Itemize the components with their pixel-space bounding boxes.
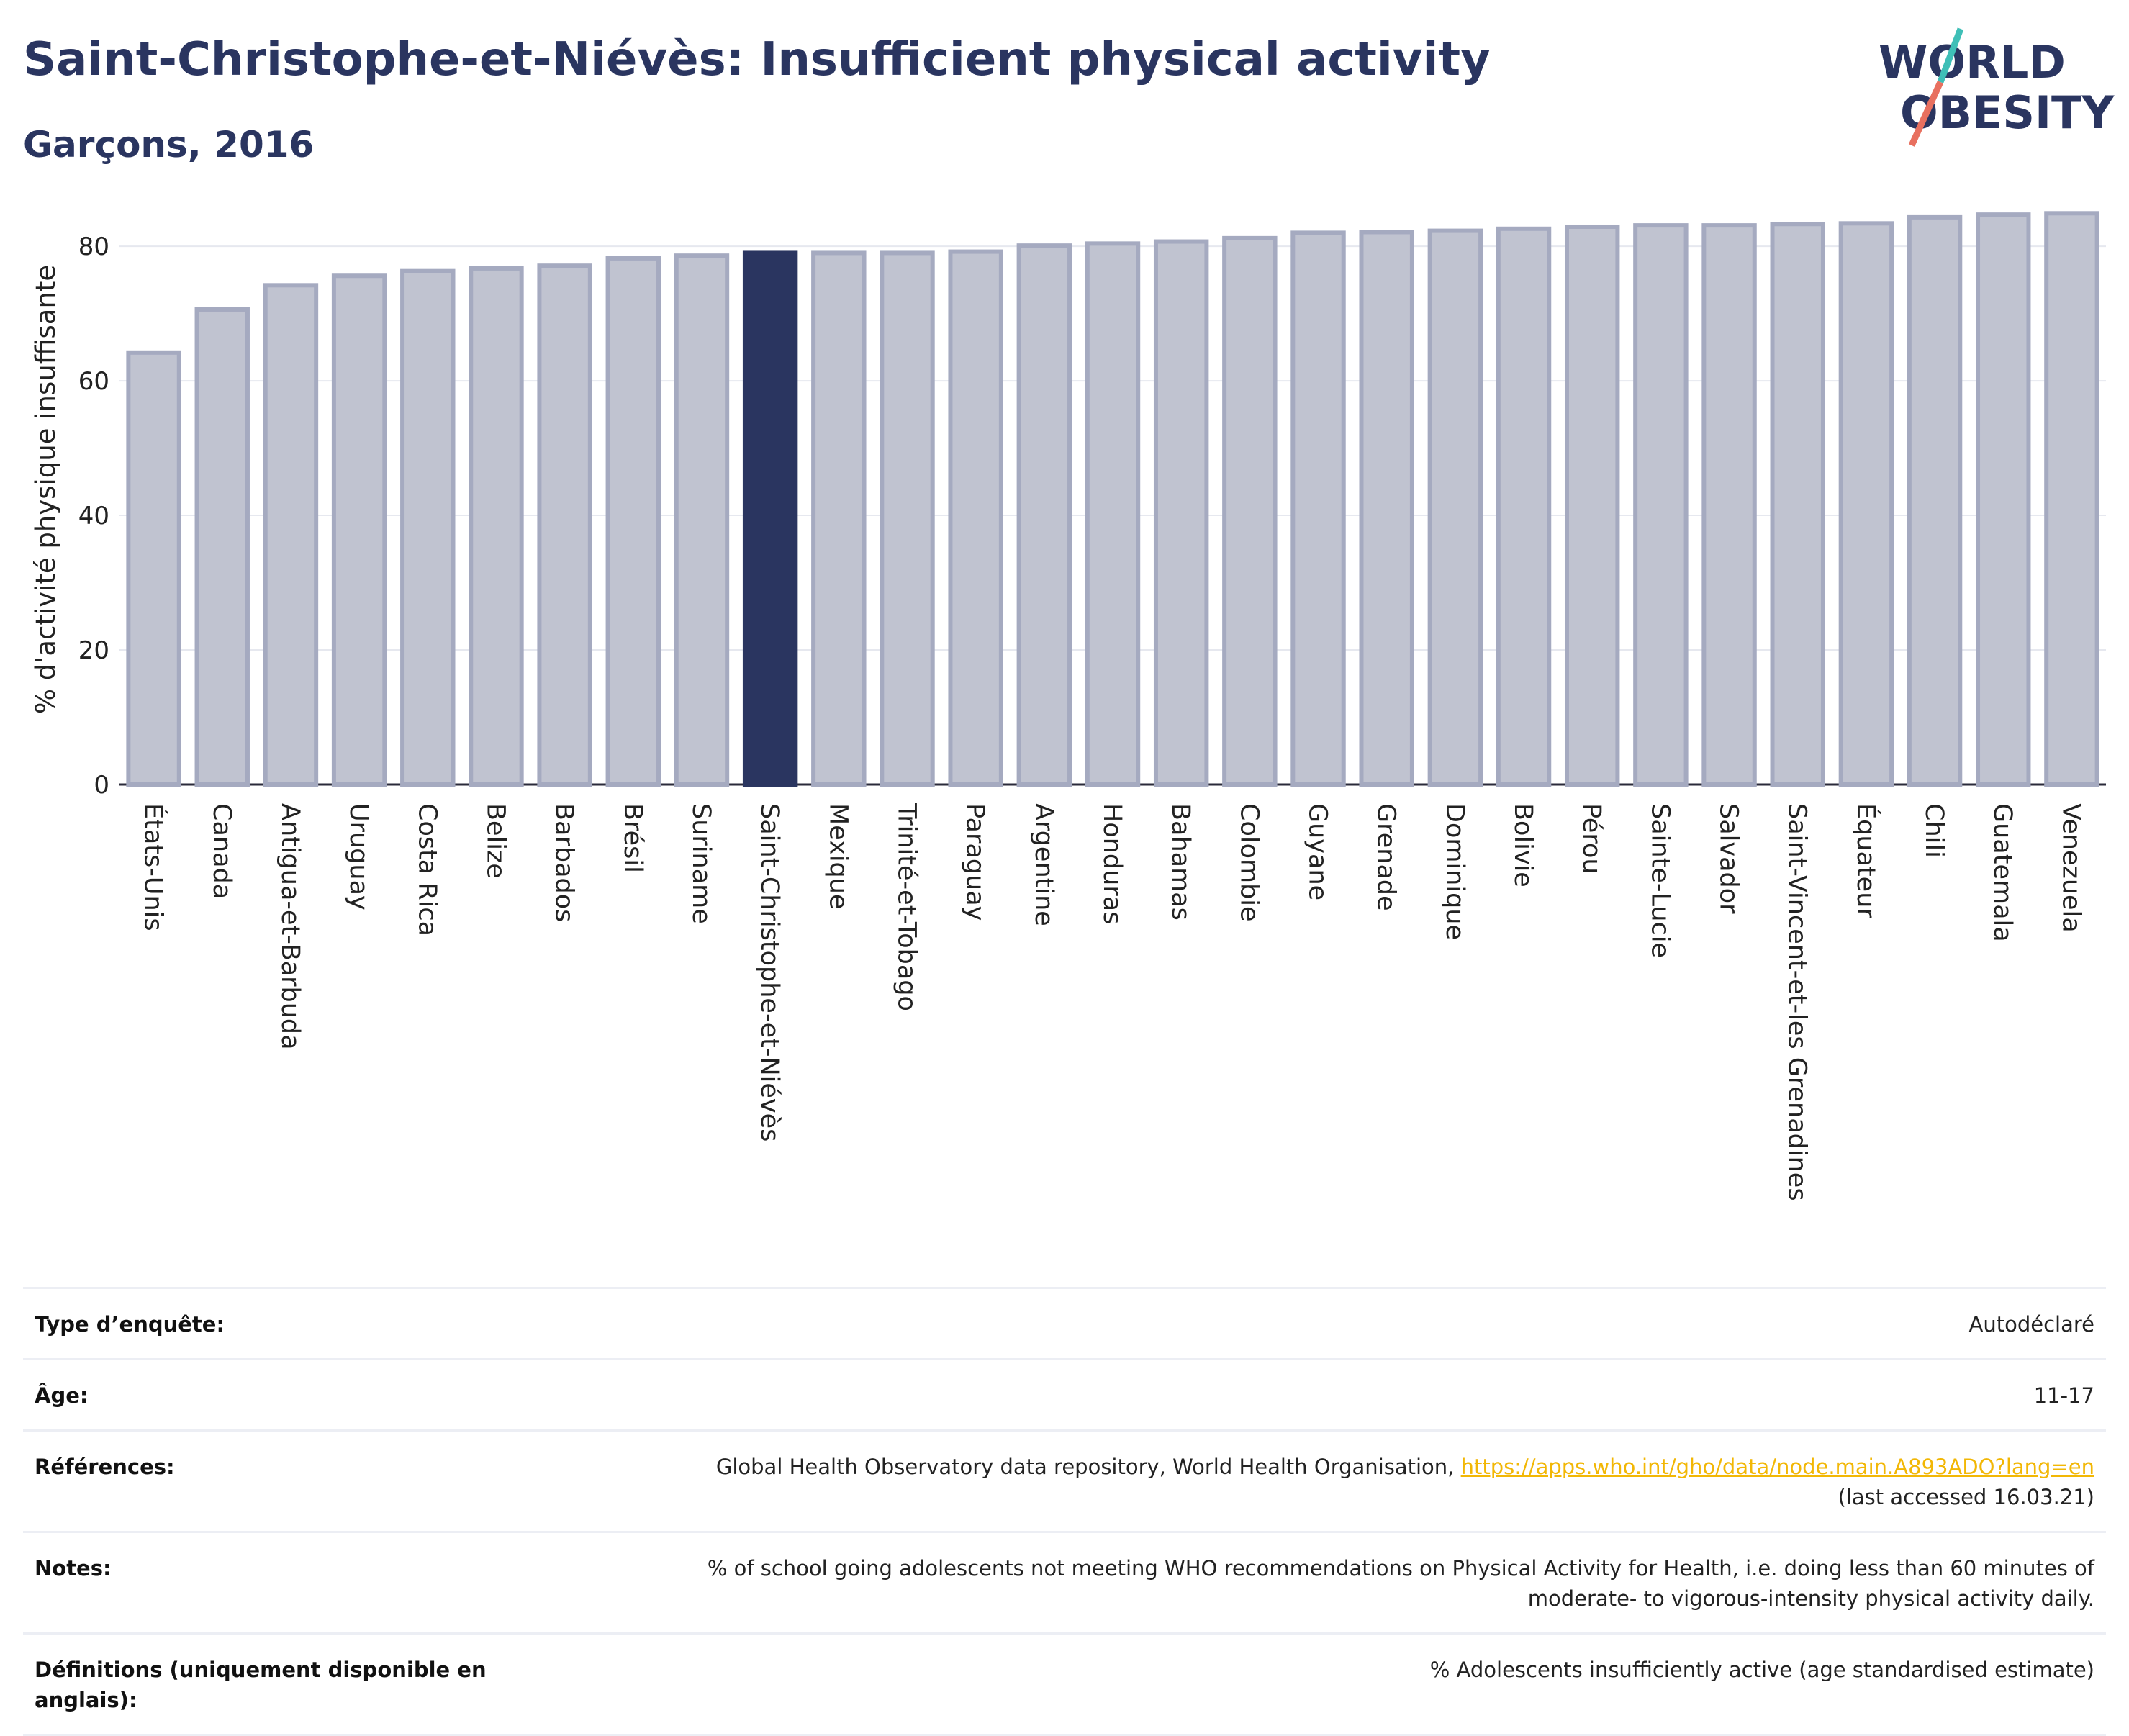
bar [1564,224,1620,787]
logo-word-world: WORLD [1879,36,2066,89]
definitions-value: % Adolescents insufficiently active (age… [1429,1658,2094,1683]
y-tick-label: 60 [78,367,109,396]
x-tick-label: Colombie [1234,803,1263,922]
age-label: Âge: [35,1383,89,1409]
bar [1016,243,1072,787]
x-tick-label: Antigua-et-Barbuda [276,803,304,1050]
bar [331,273,387,787]
info-row-survey: Type d’enquête: Autodéclaré [23,1288,2106,1360]
x-tick-label: Venezuela [2056,803,2085,933]
bar [469,266,524,787]
x-tick-label: Canada [207,803,236,899]
x-tick-label: Bolivie [1509,803,1537,887]
info-row-references: Références: Global Health Observatory da… [23,1430,2106,1532]
references-accessed: (last accessed 16.03.21) [1838,1485,2094,1510]
bar [1907,214,1963,787]
bar [605,256,661,787]
x-tick-label: Saint-Vincent-et-les Grenadines [1783,803,1812,1201]
bars [126,211,2099,787]
x-tick-label: Suriname [687,803,715,924]
bar [1838,221,1894,787]
notes-value: % of school going adolescents not meetin… [507,1532,2106,1634]
bar [1976,212,2031,787]
x-tick-label: Brésil [618,803,647,873]
x-tick-label: Belize [481,803,510,879]
notes-line-1: % of school going adolescents not meetin… [707,1556,2094,1581]
x-tick-label: Chili [1920,803,1948,858]
bar [880,250,935,787]
bar [1359,230,1414,787]
x-tick-label: Saint-Christophe-et-Niévès [755,803,784,1141]
bar [1290,230,1346,787]
y-tick-label: 80 [78,232,109,261]
x-tick-label: Dominique [1440,803,1469,940]
y-tick-label: 40 [78,502,109,530]
bar [674,253,730,787]
x-tick-label: Mexique [823,803,852,910]
notes-line-2: moderate- to vigorous-intensity physical… [1527,1586,2094,1611]
x-tick-label: Paraguay [961,803,990,921]
x-tick-label: Barbados [550,803,579,922]
world-obesity-logo: WORLD OBESITY [1879,27,2115,147]
bar [1701,223,1757,787]
x-tick-label: Sainte-Lucie [1645,803,1674,958]
bar [537,263,592,787]
references-label: Références: [35,1455,175,1480]
bar [126,350,181,787]
page-subtitle: Garçons, 2016 [23,124,315,166]
definitions-label: Définitions (uniquement disponible en an… [35,1658,487,1713]
bar [1153,239,1209,787]
notes-label: Notes: [35,1556,112,1581]
survey-type-label: Type d’enquête: [35,1312,225,1337]
x-tick-label: Costa Rica [412,803,441,936]
bar [948,249,1003,787]
info-row-definitions: Définitions (uniquement disponible en an… [23,1633,2106,1735]
bar [1633,223,1689,787]
x-tick-labels: États-Unis Canada Antigua-et-Barbuda Urugua… [139,803,2086,1201]
x-tick-label: Bahamas [1166,803,1195,921]
bar [1085,241,1141,787]
info-table: Type d’enquête: Autodéclaré Âge: 11-17 R… [23,1287,2106,1736]
info-row-age: Âge: 11-17 [23,1359,2106,1431]
bar [1222,235,1278,787]
page-title: Saint-Christophe-et-Niévès: Insufficient… [23,33,1491,86]
survey-type-value: Autodéclaré [1968,1312,2094,1337]
bar [194,307,250,787]
references-value: Global Health Observatory data repositor… [507,1431,2106,1532]
x-tick-label: Trinité-et-Tobago [892,803,921,1011]
x-tick-label: États-Unis [139,803,169,931]
bar [1496,226,1552,787]
x-tick-label: Uruguay [344,803,373,910]
x-tick-label: Guatemala [1988,803,2017,942]
x-tick-label: Honduras [1098,803,1126,924]
bar [400,268,456,787]
age-value: 11-17 [2033,1383,2094,1409]
bar-chart: 0 20 40 60 80 États-Unis Canada Antigua-et-Bar… [30,211,2106,1201]
bar-highlighted [742,250,798,787]
x-tick-label: Pérou [1577,803,1606,874]
y-tick-labels: 0 20 40 60 80 [78,232,109,800]
bar [1770,222,1825,787]
x-tick-label: Salvador [1714,803,1743,914]
bar [263,283,319,787]
y-tick-label: 0 [94,771,109,800]
logo-slash-coral [1908,81,1944,147]
info-row-notes: Notes: % of school going adolescents not… [23,1532,2106,1634]
x-tick-label: Guyane [1303,803,1332,900]
y-axis-label: % d'activité physique insuffisante [30,265,61,714]
references-text: Global Health Observatory data repositor… [715,1455,1461,1480]
logo-slash-teal [1937,27,1964,83]
bar [2044,211,2099,787]
bar [1427,228,1483,787]
y-tick-label: 20 [78,636,109,665]
bar [811,250,867,787]
x-tick-label: Grenade [1372,803,1401,911]
references-link[interactable]: https://apps.who.int/gho/data/node.main.… [1460,1455,2094,1480]
x-tick-label: Argentine [1029,803,1058,926]
x-tick-label: Équateur [1851,803,1881,918]
